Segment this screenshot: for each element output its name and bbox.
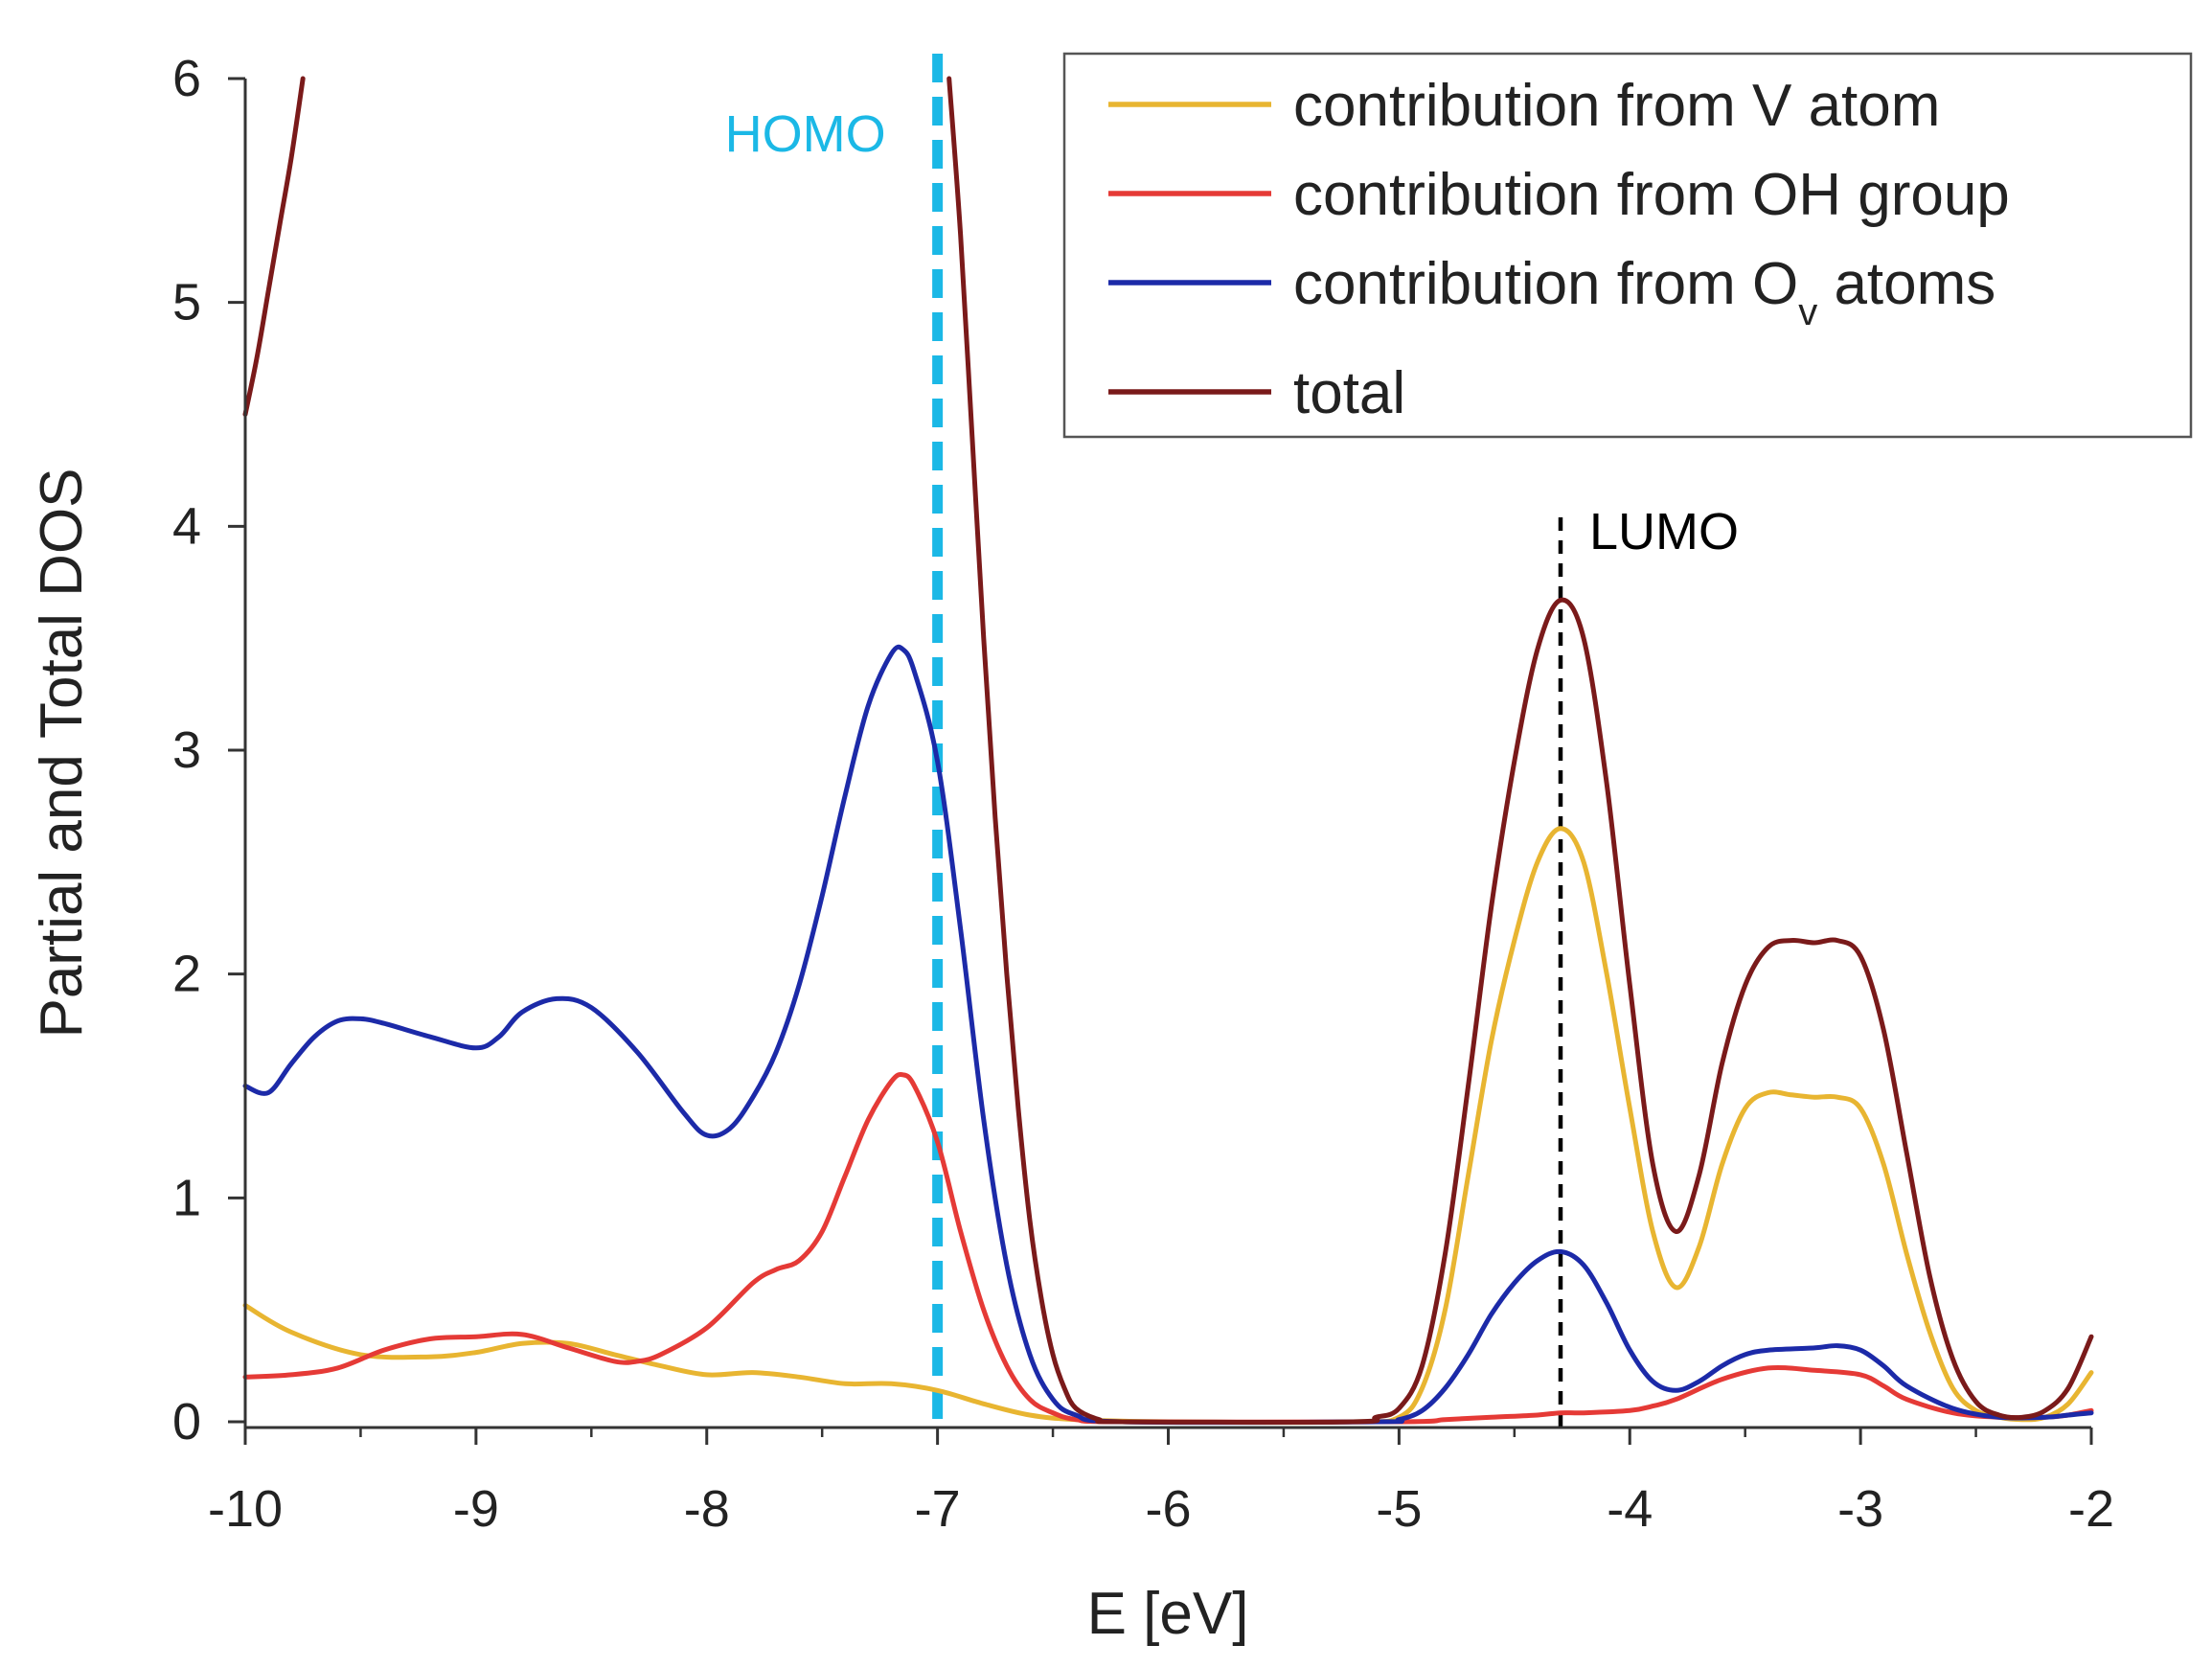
series-layer xyxy=(242,76,2094,1426)
y-tick-label: 6 xyxy=(172,50,201,107)
y-tick-label: 5 xyxy=(172,274,201,331)
legend-box xyxy=(1062,52,2193,439)
y-tick-label: 4 xyxy=(172,497,201,555)
series-v-atom-line xyxy=(242,826,2094,1425)
lumo-label: LUMO xyxy=(1589,503,1739,560)
x-tick-label: -10 xyxy=(208,1480,283,1538)
legend-entries: contribution from V atom contribution fro… xyxy=(1108,73,2010,426)
y-tick-label: 1 xyxy=(172,1169,201,1226)
series-total-line-segment-1 xyxy=(242,76,306,417)
y-axis-title: Partial and Total DOS xyxy=(29,468,95,1038)
series-oh-group-line xyxy=(242,1071,2094,1425)
x-tick-label: -8 xyxy=(684,1480,730,1538)
x-tick-label: -6 xyxy=(1145,1480,1191,1538)
y-tick-label: 2 xyxy=(172,946,201,1003)
x-tick-label: -7 xyxy=(915,1480,961,1538)
y-tick-label: 3 xyxy=(172,721,201,779)
x-tick-label: -4 xyxy=(1607,1480,1653,1538)
legend-label-contribution-from-v-atom: contribution from V atom xyxy=(1293,73,1940,139)
x-tick-label: -3 xyxy=(1837,1480,1883,1538)
x-tick-label: -9 xyxy=(453,1480,499,1538)
series-ov-atoms-line xyxy=(242,644,2094,1426)
homo-label: HOMO xyxy=(725,105,886,163)
y-tick-label: 0 xyxy=(172,1393,201,1451)
x-axis-title: E [eV] xyxy=(1087,1581,1249,1647)
series-total-line-segment-2 xyxy=(946,76,2094,1425)
x-tick-label: -5 xyxy=(1376,1480,1422,1538)
legend-label-total: total xyxy=(1293,360,1405,426)
marker-layer: HOMO LUMO xyxy=(725,54,1739,1428)
legend: contribution from V atom contribution fro… xyxy=(1062,52,2193,439)
legend-label-contribution-from-oh-group: contribution from OH group xyxy=(1293,162,2010,228)
legend-label-contribution-from-o-v-atoms: contribution from Ov atoms xyxy=(1293,251,1995,333)
x-tick-label: -2 xyxy=(2068,1480,2114,1538)
ticks-layer: -10 -9 -8 -7 -6 -5 -4 -3 -2 0 1 2 3 4 5 6 xyxy=(172,50,2114,1538)
